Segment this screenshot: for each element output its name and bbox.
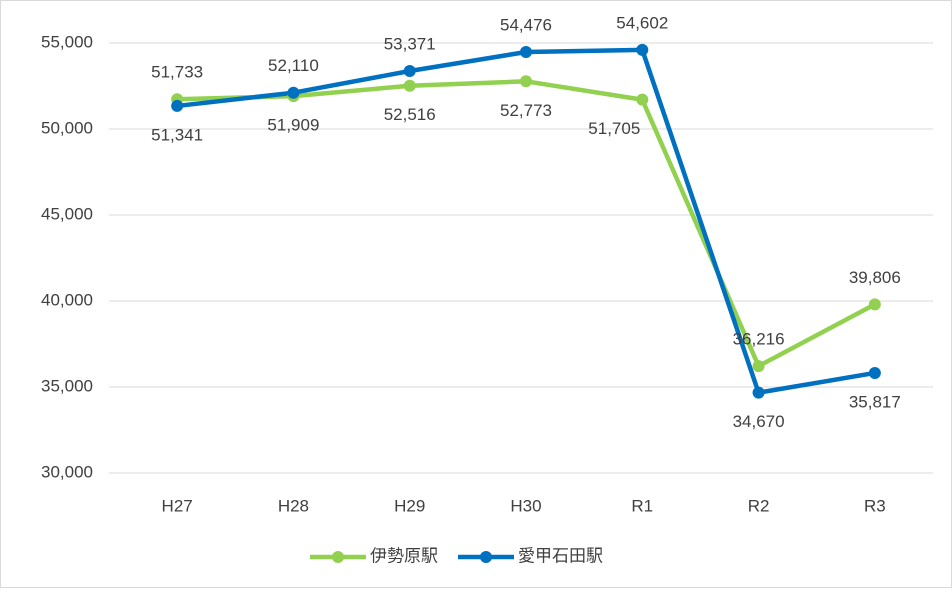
data-label: 51,341 [151,125,203,144]
legend-marker [480,551,492,563]
data-point [403,79,416,92]
data-label: 52,110 [268,56,319,75]
data-point [520,46,532,59]
data-point [520,75,532,88]
y-tick-label: 40,000 [41,290,93,309]
data-label: 54,476 [500,15,552,34]
data-point [636,93,649,106]
legend-marker [332,551,344,563]
y-tick-label: 50,000 [41,118,93,137]
data-point [752,386,765,399]
data-point [287,86,300,99]
x-tick-label: H27 [162,496,193,515]
data-point [171,99,184,112]
x-tick-label: H28 [278,496,309,515]
data-label: 39,806 [849,268,901,287]
x-tick-label: R2 [748,496,770,515]
x-tick-label: R1 [631,496,653,515]
y-tick-label: 45,000 [41,204,93,223]
legend-label: 愛甲石田駅 [518,546,603,565]
y-tick-label: 35,000 [41,376,93,395]
x-tick-label: H29 [394,496,425,515]
data-point [752,360,765,373]
x-tick-label: H30 [510,496,541,515]
data-point [868,298,881,311]
data-label: 51,705 [588,119,640,138]
data-label: 53,371 [384,35,436,54]
data-label: 52,773 [500,101,552,120]
data-point [868,366,881,379]
x-tick-label: R3 [864,496,886,515]
data-point [636,43,649,56]
legend-label: 伊勢原駅 [370,546,438,565]
data-label: 35,817 [849,392,901,411]
data-label: 51,733 [151,63,203,82]
data-label: 51,909 [267,116,319,135]
data-label: 34,670 [733,412,785,431]
data-label: 54,602 [616,13,668,32]
data-label: 36,216 [733,330,785,349]
data-label: 52,516 [384,105,436,124]
y-tick-label: 55,000 [41,32,93,51]
y-tick-label: 30,000 [41,462,93,481]
data-point [403,65,416,78]
